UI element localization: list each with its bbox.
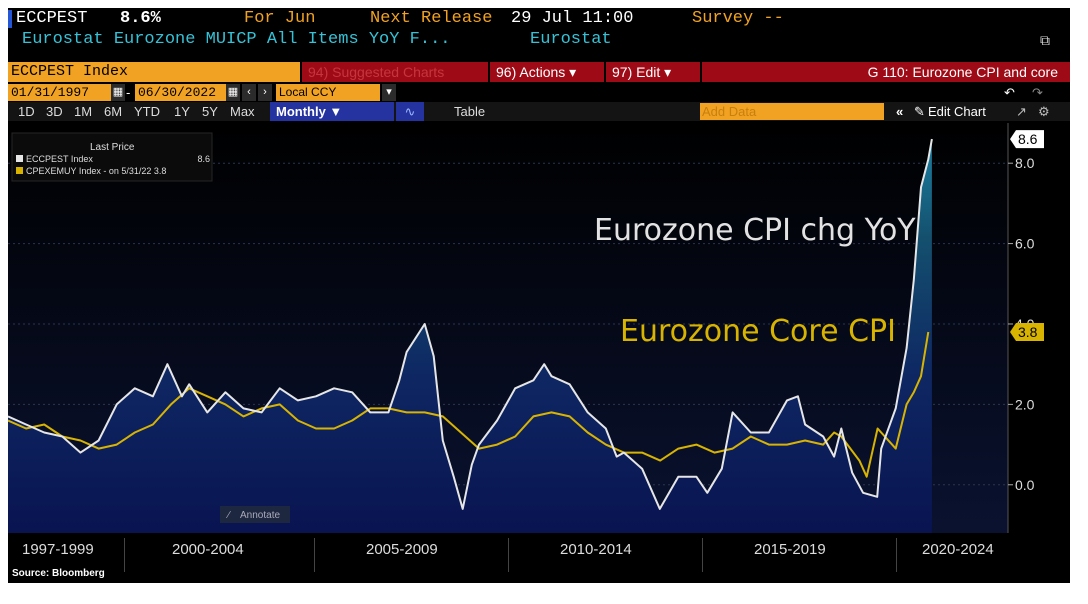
frequency-select[interactable]: Monthly ▼ [270, 102, 394, 121]
currency-select[interactable]: Local CCY [276, 84, 380, 101]
currency-dropdown-icon[interactable]: ▾ [382, 84, 396, 101]
start-calendar-icon[interactable]: ▦ [111, 84, 125, 101]
pencil-icon: ✎ [914, 104, 925, 119]
end-calendar-icon[interactable]: ▦ [226, 84, 240, 101]
source-credit: Source: Bloomberg [12, 568, 105, 579]
collapse-icon[interactable]: « [896, 104, 904, 119]
period-1d[interactable]: 1D [18, 104, 35, 119]
annotate-button[interactable]: ∕ Annotate [220, 506, 290, 523]
period-divider [124, 538, 125, 572]
headline-last-tag-label: 8.6 [1018, 131, 1038, 147]
core-last-tag [1010, 323, 1044, 342]
y-tick-label: 6.0 [1015, 236, 1035, 252]
y-tick-label: 0.0 [1015, 477, 1035, 493]
edit-chart-button[interactable]: Edit Chart [928, 104, 986, 119]
legend-box [11, 132, 213, 182]
period-max[interactable]: Max [230, 104, 255, 119]
annotate-label: Annotate [240, 510, 280, 521]
chart-title: G 110: Eurozone CPI and core [702, 62, 1070, 82]
header-marker [8, 10, 12, 28]
command-bar: ECCPEST Index 94) Suggested Charts 96) A… [8, 62, 1070, 82]
price-chart[interactable]: 0.02.04.06.08.0 8.63.8 Last Price ECCPES… [8, 123, 1070, 533]
period-bar: 1D 3D 1M 6M YTD 1Y 5Y Max Monthly ▼ ∿ Ta… [8, 102, 1070, 121]
y-tick-label: 2.0 [1015, 396, 1035, 412]
next-arrow-icon[interactable]: › [258, 84, 272, 101]
x-label-1997-1999: 1997-1999 [22, 541, 94, 558]
y-tick-label: 8.0 [1015, 155, 1035, 171]
table-button[interactable]: Table [454, 104, 486, 119]
series-lines [8, 138, 933, 510]
period-3d[interactable]: 3D [46, 104, 63, 119]
description: Eurostat Eurozone MUICP All Items YoY F.… [22, 30, 451, 49]
period-6m[interactable]: 6M [104, 104, 123, 119]
bloomberg-terminal: ECCPEST 8.6% For Jun Next Release 29 Jul… [8, 8, 1070, 583]
legend-series-1-value: 8.6 [197, 154, 210, 164]
pop-out-icon[interactable]: ⧉ [1040, 34, 1050, 50]
annotate-icon: ∕ [225, 510, 231, 521]
redo-icon[interactable]: ↷ [1032, 85, 1043, 100]
security-field[interactable]: ECCPEST Index [8, 62, 300, 82]
x-label-2005-2009: 2005-2009 [366, 541, 438, 558]
period-divider [508, 538, 509, 572]
start-date-field[interactable]: 01/31/1997 [8, 84, 116, 101]
legend[interactable]: Last Price ECCPEST Index 8.6 CPEXEMUY In… [11, 132, 213, 182]
period-ytd[interactable]: YTD [134, 104, 160, 119]
headline-last-tag [1010, 130, 1044, 149]
gear-icon[interactable]: ⚙ [1038, 104, 1050, 119]
headline-cpi-line [8, 138, 933, 510]
period-divider [896, 538, 897, 572]
headline-annotation: Eurozone CPI chg YoY [594, 213, 916, 248]
period-1m[interactable]: 1M [74, 104, 93, 119]
legend-title: Last Price [90, 142, 135, 153]
period-1y[interactable]: 1Y [174, 104, 190, 119]
security-header: ECCPEST 8.6% For Jun Next Release 29 Jul… [8, 8, 1070, 30]
x-axis-periods: 1997-1999 2000-2004 2005-2009 2010-2014 … [8, 533, 1070, 583]
line-chart-icon[interactable]: ∿ [396, 102, 424, 121]
core-cpi-line [8, 331, 930, 478]
suggested-charts-button[interactable]: 94) Suggested Charts [302, 62, 488, 82]
core-annotation: Eurozone Core CPI [620, 314, 896, 349]
add-data-input[interactable]: Add Data [700, 103, 884, 120]
edit-menu[interactable]: 97) Edit ▾ [606, 62, 700, 82]
annotate-bg [220, 506, 290, 523]
next-release-value: 29 Jul 11:00 [511, 9, 634, 28]
headline-area [8, 139, 932, 533]
range-dash: - [126, 85, 131, 100]
survey: Survey -- [692, 9, 784, 28]
x-label-2020-2024: 2020-2024 [922, 541, 994, 558]
source-name: Eurostat [530, 30, 612, 49]
area-fill [8, 139, 932, 533]
legend-series-1-name: ECCPEST Index [26, 154, 93, 164]
x-label-2010-2014: 2010-2014 [560, 541, 632, 558]
legend-series-2-name: CPEXEMUY Index - on 5/31/22 3.8 [26, 166, 166, 176]
period-5y[interactable]: 5Y [202, 104, 218, 119]
prev-arrow-icon[interactable]: ‹ [242, 84, 256, 101]
zoom-icon[interactable]: ↗ [1016, 104, 1027, 119]
next-release-label: Next Release [370, 9, 493, 28]
date-range-bar: 01/31/1997 ▦ - 06/30/2022 ▦ ‹ › Local CC… [8, 84, 1070, 101]
core-last-tag-label: 3.8 [1018, 324, 1038, 340]
x-label-2015-2019: 2015-2019 [754, 541, 826, 558]
legend-swatch-headline [16, 155, 23, 162]
last-value: 8.6% [120, 9, 161, 28]
x-label-2000-2004: 2000-2004 [172, 541, 244, 558]
legend-swatch-core [16, 167, 23, 174]
period-divider [314, 538, 315, 572]
ticker: ECCPEST [16, 9, 88, 28]
for-period: For Jun [244, 9, 316, 28]
security-description: Eurostat Eurozone MUICP All Items YoY F.… [8, 30, 1070, 50]
undo-icon[interactable]: ↶ [1004, 85, 1015, 100]
period-divider [702, 538, 703, 572]
actions-menu[interactable]: 96) Actions ▾ [490, 62, 604, 82]
end-date-field[interactable]: 06/30/2022 [135, 84, 231, 101]
last-value-tags: 8.6 3.8 [1010, 130, 1044, 342]
